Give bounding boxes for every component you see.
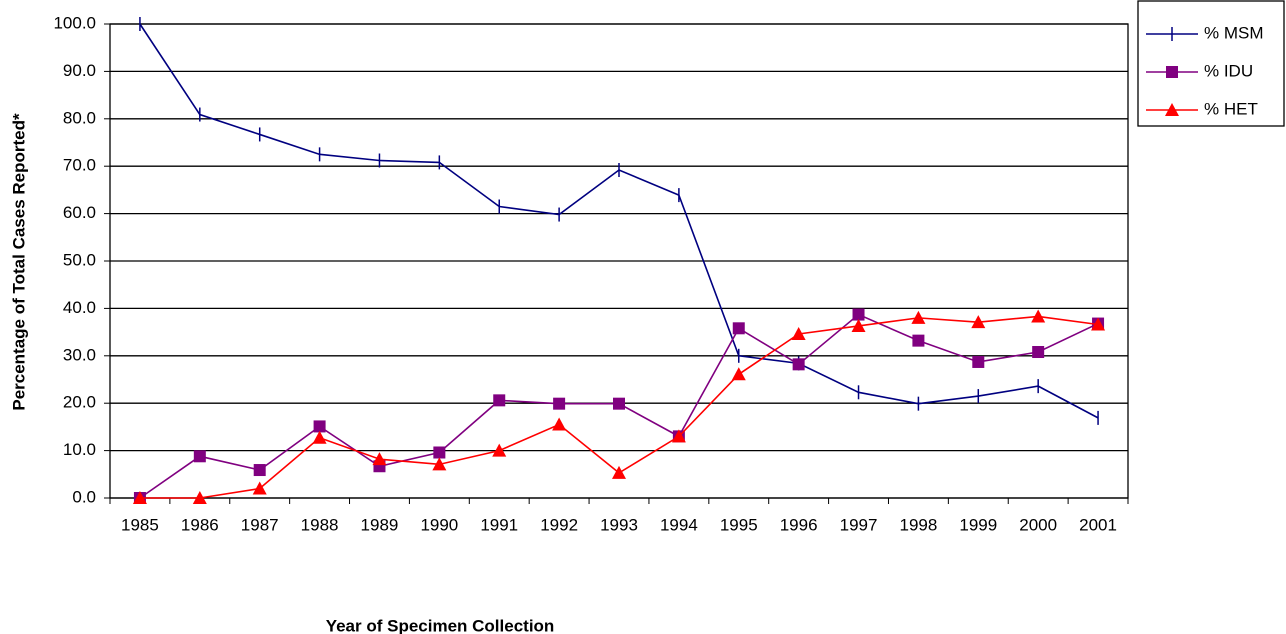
marker	[433, 446, 446, 459]
x-tick-label: 2000	[1019, 515, 1057, 534]
x-tick-label: 1999	[959, 515, 997, 534]
marker	[312, 430, 327, 444]
y-tick-label: 20.0	[63, 393, 96, 412]
plot-border	[109, 23, 1129, 499]
y-tick-label: 80.0	[63, 108, 96, 127]
legend-label: % MSM	[1204, 23, 1264, 42]
x-tick-label: 1991	[480, 515, 518, 534]
y-tick-label: 70.0	[63, 156, 96, 175]
y-tick-label: 30.0	[63, 345, 96, 364]
x-tick-label: 1994	[660, 515, 698, 534]
x-tick-label: 1990	[420, 515, 458, 534]
x-tick-label: 1985	[121, 515, 159, 534]
y-tick-label: 10.0	[63, 440, 96, 459]
x-tick-label: 1996	[780, 515, 818, 534]
marker	[613, 397, 625, 410]
y-axis-title: Percentage of Total Cases Reported*	[9, 113, 28, 411]
marker	[1091, 317, 1106, 331]
legend-marker	[1166, 66, 1178, 78]
marker	[432, 457, 447, 471]
legend-marker	[1165, 103, 1179, 116]
legend-label: % IDU	[1204, 61, 1253, 80]
x-tick-label: 1997	[840, 515, 878, 534]
marker	[252, 481, 267, 495]
y-tick-label: 90.0	[63, 61, 96, 80]
x-tick-label: 1998	[899, 515, 937, 534]
y-tick-label: 50.0	[63, 250, 96, 269]
marker	[253, 464, 266, 477]
x-tick-label: 1989	[361, 515, 399, 534]
marker	[792, 358, 805, 371]
marker	[193, 450, 206, 463]
x-tick-label: 2001	[1079, 515, 1117, 534]
marker	[553, 397, 566, 410]
marker	[972, 355, 985, 368]
y-tick-label: 100.0	[53, 13, 96, 32]
marker	[493, 394, 506, 407]
marker	[192, 491, 207, 504]
marker	[731, 367, 746, 381]
x-tick-label: 1988	[301, 515, 339, 534]
marker	[851, 318, 866, 332]
marker	[492, 443, 507, 457]
marker	[552, 417, 567, 431]
x-tick-label: 1987	[241, 515, 279, 534]
legend-box	[1137, 0, 1285, 127]
y-tick-label: 0.0	[72, 487, 96, 506]
marker	[732, 322, 745, 335]
x-axis-title: Year of Specimen Collection	[326, 616, 555, 634]
marker	[911, 310, 926, 324]
marker	[791, 326, 806, 340]
marker	[1032, 346, 1045, 359]
marker	[912, 334, 925, 347]
marker	[313, 420, 326, 433]
marker	[971, 315, 986, 329]
x-tick-label: 1995	[720, 515, 758, 534]
x-tick-label: 1992	[540, 515, 578, 534]
marker	[372, 452, 387, 466]
marker	[612, 465, 626, 479]
marker	[671, 429, 686, 443]
y-tick-label: 40.0	[63, 298, 96, 317]
y-tick-label: 60.0	[63, 203, 96, 222]
marker	[132, 491, 147, 504]
marker	[852, 308, 865, 321]
x-tick-label: 1993	[600, 515, 638, 534]
marker	[1031, 309, 1046, 323]
x-tick-label: 1986	[181, 515, 219, 534]
legend-label: % HET	[1204, 99, 1258, 118]
